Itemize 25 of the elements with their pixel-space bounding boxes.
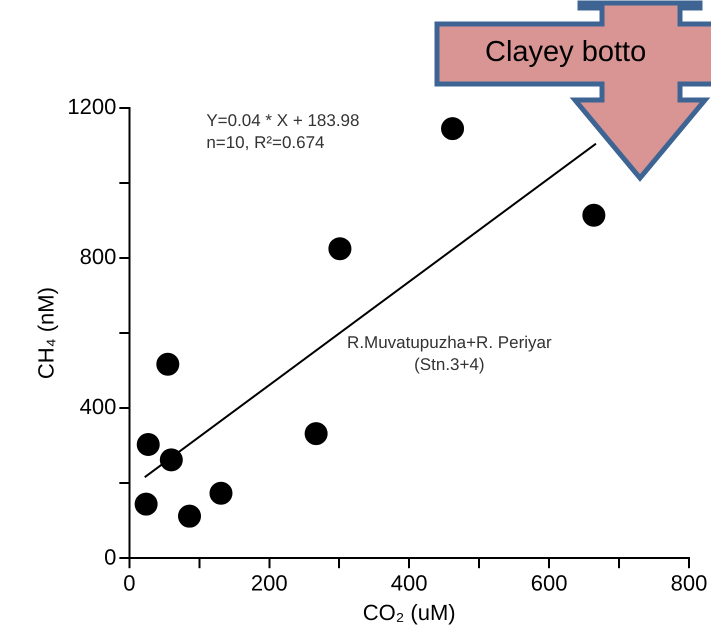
y-tick-label: 0 [104, 544, 116, 570]
point [136, 433, 160, 456]
x-tick-label: 600 [530, 570, 568, 596]
point [160, 448, 183, 472]
x-tick-label: 400 [390, 570, 428, 596]
x-tick-label: 200 [250, 570, 288, 596]
y-tick-label: 1200 [67, 94, 116, 120]
annotation: Y=0.04 * X + 183.98 [206, 111, 360, 130]
point [441, 117, 464, 140]
y-tick-label: 400 [80, 394, 116, 420]
annotation: R.Muvatupuzha+R. Periyar [347, 333, 552, 352]
point [134, 492, 158, 516]
point [156, 352, 180, 376]
annotation: (Stn.3+4) [414, 355, 485, 374]
point [209, 482, 232, 505]
x-tick-label: 0 [123, 570, 136, 596]
point [582, 204, 606, 227]
y-tick-label: 800 [80, 244, 116, 270]
x-tick-label: 800 [670, 570, 708, 596]
annotation: n=10, R²=0.674 [206, 133, 324, 152]
point [178, 504, 202, 528]
y-axis-title: CH₄ (nM) [33, 287, 58, 380]
x-axis-title: CO₂ (uM) [362, 600, 456, 625]
point [304, 422, 328, 446]
point [328, 237, 352, 260]
